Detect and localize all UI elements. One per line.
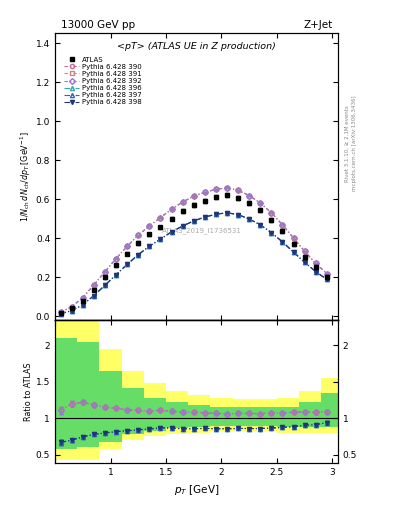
Text: mcplots.cern.ch [arXiv:1306.3436]: mcplots.cern.ch [arXiv:1306.3436] (352, 96, 357, 191)
Text: Rivet 3.1.10, ≥ 2.1M events: Rivet 3.1.10, ≥ 2.1M events (345, 105, 350, 182)
Text: Z+Jet: Z+Jet (303, 20, 332, 30)
Y-axis label: Ratio to ATLAS: Ratio to ATLAS (24, 362, 33, 421)
Text: <pT> (ATLAS UE in Z production): <pT> (ATLAS UE in Z production) (117, 42, 276, 51)
Legend: ATLAS, Pythia 6.428 390, Pythia 6.428 391, Pythia 6.428 392, Pythia 6.428 396, P: ATLAS, Pythia 6.428 390, Pythia 6.428 39… (64, 57, 142, 105)
X-axis label: $p_T$ [GeV]: $p_T$ [GeV] (174, 483, 219, 497)
Text: 13000 GeV pp: 13000 GeV pp (61, 20, 135, 30)
Text: ATLAS_2019_I1736531: ATLAS_2019_I1736531 (162, 227, 242, 234)
Y-axis label: $1/N_\mathrm{ch}\, dN_\mathrm{ch}/dp_T\, [\mathrm{GeV}^{-1}]$: $1/N_\mathrm{ch}\, dN_\mathrm{ch}/dp_T\,… (18, 132, 33, 222)
